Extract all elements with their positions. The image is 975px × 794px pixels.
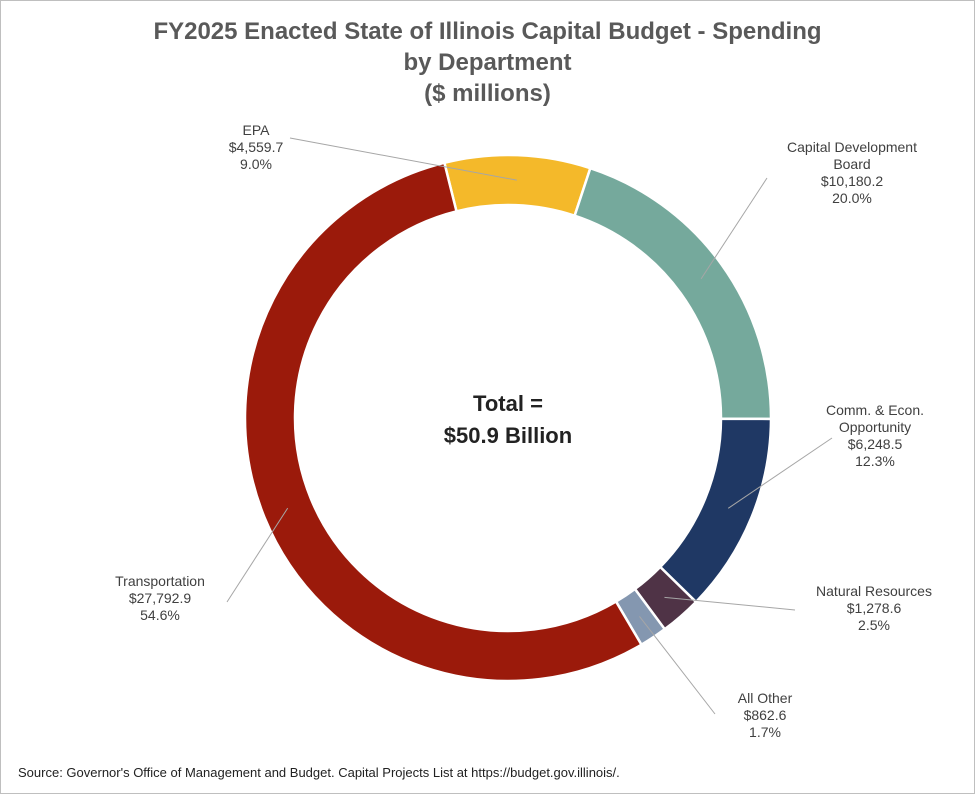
slice-label-idot: Transportation $27,792.9 54.6% (115, 573, 205, 623)
source-note: Source: Governor's Office of Management … (18, 765, 620, 780)
center-total-value: $50.9 Billion (444, 423, 572, 448)
center-total-label: Total = (473, 391, 543, 416)
chart-title-line-3: ($ millions) (424, 80, 551, 107)
slice-epa (442, 153, 592, 218)
leader-line-cdb (700, 177, 768, 280)
leader-line-idot (226, 507, 289, 603)
leader-line-other (639, 616, 716, 715)
leader-line-epa (289, 137, 517, 181)
slice-idot (243, 161, 644, 683)
chart-title-line-2: by Department (403, 49, 572, 76)
slice-label-dnr: Natural Resources $1,278.6 2.5% (816, 583, 932, 633)
slice-dceo (658, 417, 773, 604)
leader-line-dceo (727, 437, 833, 509)
donut-slices (243, 153, 773, 683)
leader-line-dnr (664, 596, 796, 611)
slice-label-epa: EPA $4,559.7 9.0% (229, 122, 284, 172)
leader-lines (226, 137, 833, 715)
slice-label-other: All Other $862.6 1.7% (738, 690, 793, 740)
chart-title-line-1: FY2025 Enacted State of Illinois Capital… (153, 18, 822, 45)
slice-labels: EPA $4,559.7 9.0% Capital Development Board $… (115, 122, 932, 740)
chart-title: FY2025 Enacted State of Illinois Capital… (0, 16, 975, 109)
slice-cdb (573, 166, 773, 421)
slice-label-dceo: Comm. & Econ. Opportunity $6,248.5 12.3% (826, 402, 924, 469)
slice-label-cdb: Capital Development Board $10,180.2 20.0% (787, 139, 917, 206)
